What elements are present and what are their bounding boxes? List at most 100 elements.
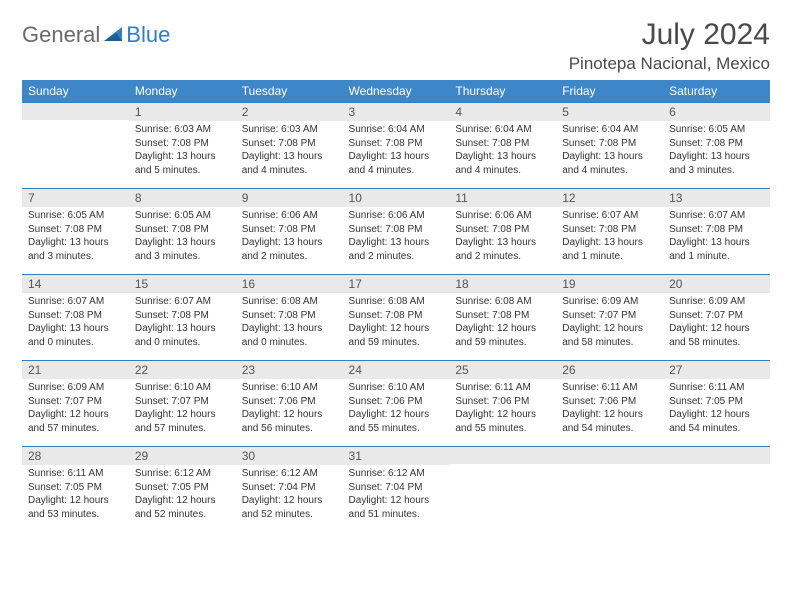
sunrise-text: Sunrise: 6:08 AM bbox=[455, 295, 550, 309]
sunrise-text: Sunrise: 6:09 AM bbox=[669, 295, 764, 309]
weekday-header: Thursday bbox=[449, 80, 556, 102]
sunset-text: Sunset: 7:04 PM bbox=[242, 481, 337, 495]
day-details: Sunrise: 6:05 AMSunset: 7:08 PMDaylight:… bbox=[129, 207, 236, 267]
sunset-text: Sunset: 7:08 PM bbox=[455, 309, 550, 323]
weekday-header: Monday bbox=[129, 80, 236, 102]
daylight-text: Daylight: 12 hours and 59 minutes. bbox=[455, 322, 550, 349]
calendar-day-cell bbox=[449, 446, 556, 532]
title-block: July 2024 Pinotepa Nacional, Mexico bbox=[569, 18, 770, 74]
sunset-text: Sunset: 7:07 PM bbox=[562, 309, 657, 323]
calendar-day-cell: 19Sunrise: 6:09 AMSunset: 7:07 PMDayligh… bbox=[556, 274, 663, 360]
sunrise-text: Sunrise: 6:06 AM bbox=[455, 209, 550, 223]
daylight-text: Daylight: 12 hours and 57 minutes. bbox=[28, 408, 123, 435]
day-number: 30 bbox=[236, 446, 343, 465]
day-details: Sunrise: 6:07 AMSunset: 7:08 PMDaylight:… bbox=[129, 293, 236, 353]
sunrise-text: Sunrise: 6:12 AM bbox=[135, 467, 230, 481]
day-details: Sunrise: 6:06 AMSunset: 7:08 PMDaylight:… bbox=[236, 207, 343, 267]
daylight-text: Daylight: 13 hours and 4 minutes. bbox=[562, 150, 657, 177]
daylight-text: Daylight: 13 hours and 1 minute. bbox=[562, 236, 657, 263]
day-number: 10 bbox=[343, 188, 450, 207]
calendar-week-row: 1Sunrise: 6:03 AMSunset: 7:08 PMDaylight… bbox=[22, 102, 770, 188]
day-details: Sunrise: 6:11 AMSunset: 7:05 PMDaylight:… bbox=[663, 379, 770, 439]
day-number: 5 bbox=[556, 102, 663, 121]
day-number: 22 bbox=[129, 360, 236, 379]
sunset-text: Sunset: 7:05 PM bbox=[135, 481, 230, 495]
sunrise-text: Sunrise: 6:12 AM bbox=[242, 467, 337, 481]
day-number: 12 bbox=[556, 188, 663, 207]
day-number: 3 bbox=[343, 102, 450, 121]
calendar-day-cell: 15Sunrise: 6:07 AMSunset: 7:08 PMDayligh… bbox=[129, 274, 236, 360]
calendar-week-row: 28Sunrise: 6:11 AMSunset: 7:05 PMDayligh… bbox=[22, 446, 770, 532]
calendar-day-cell: 22Sunrise: 6:10 AMSunset: 7:07 PMDayligh… bbox=[129, 360, 236, 446]
sunset-text: Sunset: 7:08 PM bbox=[349, 309, 444, 323]
calendar-day-cell: 13Sunrise: 6:07 AMSunset: 7:08 PMDayligh… bbox=[663, 188, 770, 274]
calendar-day-cell: 27Sunrise: 6:11 AMSunset: 7:05 PMDayligh… bbox=[663, 360, 770, 446]
day-details: Sunrise: 6:06 AMSunset: 7:08 PMDaylight:… bbox=[343, 207, 450, 267]
header: General Blue July 2024 Pinotepa Nacional… bbox=[22, 18, 770, 74]
sunrise-text: Sunrise: 6:10 AM bbox=[349, 381, 444, 395]
daylight-text: Daylight: 13 hours and 1 minute. bbox=[669, 236, 764, 263]
sunset-text: Sunset: 7:08 PM bbox=[135, 137, 230, 151]
calendar-day-cell: 25Sunrise: 6:11 AMSunset: 7:06 PMDayligh… bbox=[449, 360, 556, 446]
sunrise-text: Sunrise: 6:06 AM bbox=[349, 209, 444, 223]
sunrise-text: Sunrise: 6:11 AM bbox=[562, 381, 657, 395]
brand-sail-icon bbox=[102, 23, 124, 48]
calendar-day-cell bbox=[556, 446, 663, 532]
calendar-week-row: 21Sunrise: 6:09 AMSunset: 7:07 PMDayligh… bbox=[22, 360, 770, 446]
day-details: Sunrise: 6:05 AMSunset: 7:08 PMDaylight:… bbox=[663, 121, 770, 181]
day-number: 26 bbox=[556, 360, 663, 379]
day-number: 1 bbox=[129, 102, 236, 121]
brand-part1: General bbox=[22, 22, 100, 48]
sunrise-text: Sunrise: 6:12 AM bbox=[349, 467, 444, 481]
sunrise-text: Sunrise: 6:07 AM bbox=[135, 295, 230, 309]
calendar-day-cell: 2Sunrise: 6:03 AMSunset: 7:08 PMDaylight… bbox=[236, 102, 343, 188]
day-details: Sunrise: 6:04 AMSunset: 7:08 PMDaylight:… bbox=[343, 121, 450, 181]
day-details: Sunrise: 6:10 AMSunset: 7:07 PMDaylight:… bbox=[129, 379, 236, 439]
day-details: Sunrise: 6:08 AMSunset: 7:08 PMDaylight:… bbox=[449, 293, 556, 353]
daylight-text: Daylight: 12 hours and 54 minutes. bbox=[669, 408, 764, 435]
sunrise-text: Sunrise: 6:07 AM bbox=[28, 295, 123, 309]
day-details: Sunrise: 6:10 AMSunset: 7:06 PMDaylight:… bbox=[236, 379, 343, 439]
daylight-text: Daylight: 13 hours and 0 minutes. bbox=[242, 322, 337, 349]
daylight-text: Daylight: 13 hours and 2 minutes. bbox=[349, 236, 444, 263]
weekday-header: Sunday bbox=[22, 80, 129, 102]
weekday-header: Tuesday bbox=[236, 80, 343, 102]
sunset-text: Sunset: 7:04 PM bbox=[349, 481, 444, 495]
day-details: Sunrise: 6:04 AMSunset: 7:08 PMDaylight:… bbox=[449, 121, 556, 181]
sunrise-text: Sunrise: 6:07 AM bbox=[669, 209, 764, 223]
calendar-day-cell bbox=[22, 102, 129, 188]
daylight-text: Daylight: 13 hours and 3 minutes. bbox=[28, 236, 123, 263]
sunset-text: Sunset: 7:06 PM bbox=[562, 395, 657, 409]
day-number: 2 bbox=[236, 102, 343, 121]
day-details: Sunrise: 6:08 AMSunset: 7:08 PMDaylight:… bbox=[236, 293, 343, 353]
sunrise-text: Sunrise: 6:08 AM bbox=[242, 295, 337, 309]
sunset-text: Sunset: 7:08 PM bbox=[135, 223, 230, 237]
daylight-text: Daylight: 13 hours and 0 minutes. bbox=[28, 322, 123, 349]
day-details: Sunrise: 6:08 AMSunset: 7:08 PMDaylight:… bbox=[343, 293, 450, 353]
daylight-text: Daylight: 12 hours and 56 minutes. bbox=[242, 408, 337, 435]
sunset-text: Sunset: 7:05 PM bbox=[28, 481, 123, 495]
day-details: Sunrise: 6:09 AMSunset: 7:07 PMDaylight:… bbox=[663, 293, 770, 353]
sunset-text: Sunset: 7:08 PM bbox=[135, 309, 230, 323]
day-number: 27 bbox=[663, 360, 770, 379]
daylight-text: Daylight: 12 hours and 57 minutes. bbox=[135, 408, 230, 435]
day-number: 17 bbox=[343, 274, 450, 293]
calendar-day-cell: 8Sunrise: 6:05 AMSunset: 7:08 PMDaylight… bbox=[129, 188, 236, 274]
calendar-table: Sunday Monday Tuesday Wednesday Thursday… bbox=[22, 80, 770, 532]
day-number: 24 bbox=[343, 360, 450, 379]
calendar-day-cell: 7Sunrise: 6:05 AMSunset: 7:08 PMDaylight… bbox=[22, 188, 129, 274]
sunrise-text: Sunrise: 6:10 AM bbox=[242, 381, 337, 395]
calendar-day-cell: 16Sunrise: 6:08 AMSunset: 7:08 PMDayligh… bbox=[236, 274, 343, 360]
day-number: 14 bbox=[22, 274, 129, 293]
day-details: Sunrise: 6:07 AMSunset: 7:08 PMDaylight:… bbox=[663, 207, 770, 267]
day-details: Sunrise: 6:11 AMSunset: 7:05 PMDaylight:… bbox=[22, 465, 129, 525]
sunset-text: Sunset: 7:07 PM bbox=[28, 395, 123, 409]
calendar-day-cell: 6Sunrise: 6:05 AMSunset: 7:08 PMDaylight… bbox=[663, 102, 770, 188]
daylight-text: Daylight: 13 hours and 2 minutes. bbox=[455, 236, 550, 263]
sunset-text: Sunset: 7:08 PM bbox=[242, 137, 337, 151]
day-details: Sunrise: 6:11 AMSunset: 7:06 PMDaylight:… bbox=[556, 379, 663, 439]
day-number: 9 bbox=[236, 188, 343, 207]
calendar-day-cell: 4Sunrise: 6:04 AMSunset: 7:08 PMDaylight… bbox=[449, 102, 556, 188]
day-number: 18 bbox=[449, 274, 556, 293]
calendar-day-cell: 28Sunrise: 6:11 AMSunset: 7:05 PMDayligh… bbox=[22, 446, 129, 532]
